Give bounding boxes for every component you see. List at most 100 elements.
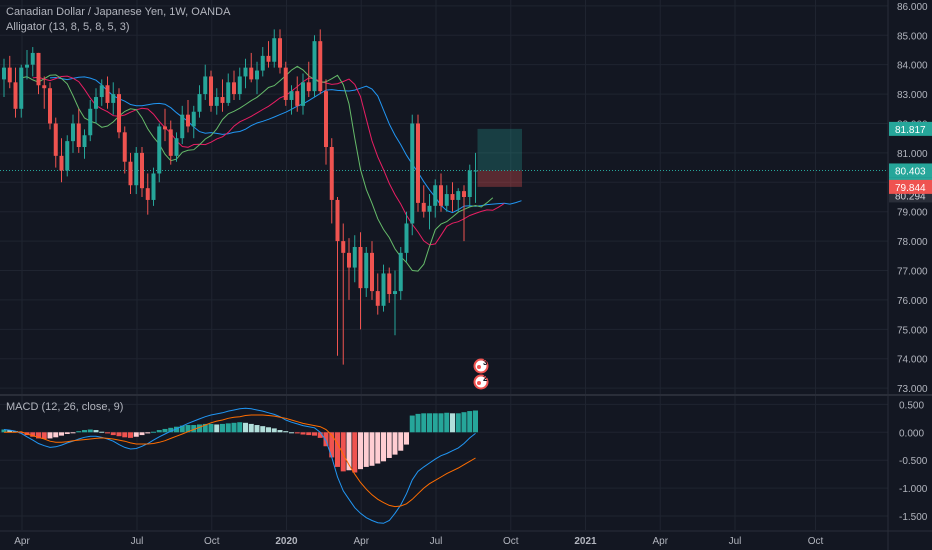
macd-histogram-bar xyxy=(398,432,404,451)
candle-body xyxy=(94,97,98,109)
time-tick-label: Apr xyxy=(652,536,668,547)
price-tick-label: 79.000 xyxy=(897,208,928,219)
macd-histogram-bar xyxy=(133,432,139,437)
candle-body xyxy=(318,41,323,92)
macd-histogram-bar xyxy=(82,430,87,433)
macd-histogram-bar xyxy=(473,410,478,433)
candle-body xyxy=(433,185,438,206)
candle-body xyxy=(76,123,81,148)
macd-histogram-bar xyxy=(260,426,266,433)
candle-body xyxy=(312,41,317,92)
candle-body xyxy=(82,135,87,148)
time-tick-label: Apr xyxy=(14,536,30,547)
event-count-label: 3 xyxy=(483,358,488,367)
macd-histogram-bar xyxy=(444,412,450,433)
macd-histogram-bar xyxy=(409,415,415,433)
grid-lines xyxy=(0,0,888,530)
candle-body xyxy=(439,185,443,206)
macd-histogram-bar xyxy=(237,422,243,433)
candle-body xyxy=(266,55,271,62)
candle-body xyxy=(59,155,64,171)
macd-histogram-bar xyxy=(64,432,70,434)
alligator-jaw-line xyxy=(49,76,522,214)
macd-histogram-bar xyxy=(59,432,64,436)
candle-body xyxy=(122,132,127,162)
candle-body xyxy=(352,246,357,268)
loss-zone xyxy=(477,170,522,187)
target-price-label: 81.817 xyxy=(895,125,926,136)
macd-histogram-bar xyxy=(225,423,231,433)
macd-histogram-bar xyxy=(70,432,76,434)
macd-histogram-bar xyxy=(369,432,375,466)
time-tick-label: Jul xyxy=(430,536,443,547)
candle-body xyxy=(341,241,346,253)
candle-body xyxy=(180,114,185,139)
macd-histogram-bar xyxy=(323,432,329,447)
macd-histogram-bar xyxy=(99,431,105,433)
macd-tick-label: -1.000 xyxy=(899,484,928,495)
macd-histogram-bar xyxy=(191,425,197,433)
macd-histogram-bar xyxy=(352,432,358,473)
candle-body xyxy=(48,88,52,124)
candle-body xyxy=(260,55,265,71)
alligator-legend: Alligator (13, 8, 5, 8, 5, 3) xyxy=(6,21,130,33)
candle-body xyxy=(301,82,305,106)
alligator-lines xyxy=(21,65,522,272)
macd-histogram-bar xyxy=(248,423,254,433)
macd-histogram-bar xyxy=(197,424,202,433)
macd-histogram-bar xyxy=(363,432,369,467)
macd-histogram-bar xyxy=(283,431,289,433)
candle-body xyxy=(462,191,466,197)
candle-body xyxy=(134,152,139,186)
long-position-tool[interactable] xyxy=(0,128,888,187)
candle-body xyxy=(25,64,29,68)
macd-histogram-bar xyxy=(329,432,335,458)
candle-body xyxy=(306,82,311,92)
macd-histogram-bar xyxy=(122,432,128,438)
macd-histogram-bar xyxy=(335,432,340,467)
candle-body xyxy=(36,52,41,86)
event-dot xyxy=(477,365,481,369)
macd-histogram-bar xyxy=(151,431,156,433)
candle-body xyxy=(2,67,6,80)
macd-histogram-bar xyxy=(455,413,461,433)
macd-histogram-bar xyxy=(53,432,59,438)
alligator-lips-line xyxy=(21,65,494,272)
macd-histogram-bar xyxy=(254,425,260,433)
macd-histogram-bar xyxy=(294,432,300,434)
macd-histogram-bar xyxy=(392,432,398,455)
event-dot xyxy=(477,381,481,385)
price-tick-label: 78.000 xyxy=(897,237,928,248)
macd-histogram-bar xyxy=(47,432,53,439)
candle-body xyxy=(427,205,432,212)
candle-body xyxy=(186,114,190,127)
macd-histogram-bar xyxy=(220,423,225,433)
candle-body xyxy=(128,161,133,186)
candle-body xyxy=(335,199,340,242)
earnings-event-icon xyxy=(473,358,489,374)
candle-body xyxy=(416,123,420,203)
candle-body xyxy=(370,252,374,292)
candle-body xyxy=(197,94,202,112)
candle-body xyxy=(243,67,248,77)
macd-histogram-bar xyxy=(208,423,214,433)
macd-histogram-bar xyxy=(179,425,185,433)
macd-histogram-bar xyxy=(18,432,24,434)
macd-histogram-bar xyxy=(30,432,36,437)
macd-histogram-bar xyxy=(421,413,427,433)
candle-body xyxy=(237,76,242,95)
candle-body xyxy=(42,85,47,89)
macd-histogram-bar xyxy=(110,432,116,436)
candle-body xyxy=(65,141,70,171)
candle-body xyxy=(404,223,409,253)
candle-body xyxy=(157,126,162,174)
macd-histogram-bar xyxy=(461,412,467,433)
macd-histogram-bar xyxy=(467,411,473,433)
event-markers[interactable]: 32 xyxy=(473,358,489,390)
price-tick-label: 76.000 xyxy=(897,296,928,307)
candle-body xyxy=(151,173,156,200)
macd-histogram-bar xyxy=(174,426,179,433)
